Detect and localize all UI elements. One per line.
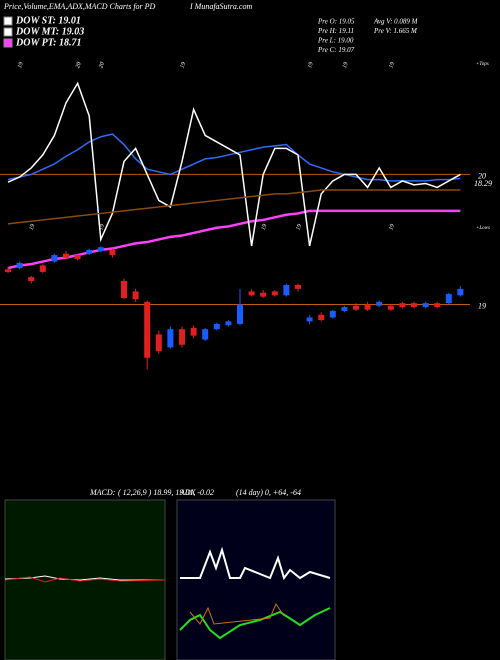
candle-body (144, 301, 151, 358)
info-text: Pre O: 19.05 (317, 18, 355, 26)
indicator-line (7, 81, 461, 247)
candle-body (411, 303, 417, 308)
candle-body (422, 303, 429, 308)
low-label: 19 (388, 223, 396, 231)
candle-body (387, 305, 394, 310)
side-label: 18.29 (474, 179, 492, 188)
candle-body (329, 310, 336, 318)
adx-label: ADX (179, 488, 197, 497)
top-label: 19 (307, 61, 315, 69)
candle-body (86, 249, 93, 254)
top-label: 19 (388, 61, 396, 69)
reference-label: 20 (478, 171, 486, 180)
macd-text: ( 12,26,9 ) 18.99, 19.01, -0.02 (118, 488, 214, 497)
watermark: I MunafaSutra.com (189, 2, 252, 11)
macd-label: MACD: (89, 488, 116, 497)
info-text: Pre C: 19.07 (317, 46, 355, 54)
candle-body (445, 294, 452, 304)
candle-body (179, 329, 185, 345)
candle-body (155, 334, 162, 352)
candle-body (283, 284, 290, 296)
candle-body (306, 317, 313, 322)
top-label: 20 (75, 61, 83, 69)
candle-body (341, 307, 348, 311)
macd-signal (4, 576, 166, 583)
candle-body (399, 303, 406, 308)
top-label: 19 (342, 61, 350, 69)
candle-body (271, 291, 278, 296)
candle-body (353, 305, 359, 310)
candle-body (51, 255, 58, 262)
candle-body (457, 288, 464, 296)
candle-body (190, 327, 197, 336)
legend-swatch (3, 27, 13, 37)
info-text: Avg V: 0.089 M (373, 18, 419, 26)
candle-body (237, 304, 243, 324)
tops-label: +Tops (476, 62, 489, 67)
candle-body (364, 304, 371, 310)
candle-body (28, 277, 35, 282)
indicator-line (7, 189, 461, 225)
top-label: 20 (98, 61, 106, 69)
candle-body (248, 291, 255, 296)
indicator-line (7, 209, 461, 270)
candle-body (121, 281, 127, 298)
candle-body (39, 265, 46, 272)
candle-body (63, 253, 69, 258)
candle-body (213, 323, 220, 330)
low-label: 19 (29, 223, 37, 231)
candle-body (5, 269, 11, 272)
low-label: 19 (98, 223, 106, 231)
legend-label: DOW ST: 19.01 (15, 15, 81, 26)
candle-body (202, 329, 209, 340)
candle-body (376, 301, 383, 306)
candle-body (318, 314, 325, 321)
legend-swatch (3, 38, 13, 48)
candle-body (97, 247, 104, 252)
info-text: Pre V: 1.665 M (373, 27, 418, 35)
di-minus (189, 602, 285, 625)
chart-title: Price,Volume,EMA,ADX,MACD Charts for PD (3, 2, 156, 11)
candle-body (434, 303, 441, 308)
info-text: Pre H: 19.11 (317, 27, 354, 35)
reference-label: 19 (478, 301, 486, 310)
legend-swatch (3, 16, 13, 26)
adx-line (180, 546, 331, 581)
low-label: 19 (261, 223, 269, 231)
candle-body (74, 255, 81, 259)
top-label: 19 (17, 61, 25, 69)
adx-panel (176, 499, 336, 660)
candle-body (109, 249, 116, 256)
candle-body (132, 291, 139, 300)
candle-body (260, 292, 267, 297)
candle-body (225, 321, 232, 326)
legend-label: DOW PT: 18.71 (15, 37, 81, 48)
legend-label: DOW MT: 19.03 (15, 26, 84, 37)
indicator-line (7, 133, 461, 182)
di-plus (179, 607, 331, 640)
info-text: Pre L: 19.00 (317, 37, 354, 45)
adx-text: (14 day) 0, +64, -64 (236, 488, 301, 497)
lows-label: +Lows (476, 226, 490, 231)
top-label: 19 (180, 61, 188, 69)
candle-body (295, 284, 301, 289)
candle-body (16, 262, 23, 269)
low-label: 19 (296, 223, 304, 231)
candle-body (167, 329, 174, 348)
